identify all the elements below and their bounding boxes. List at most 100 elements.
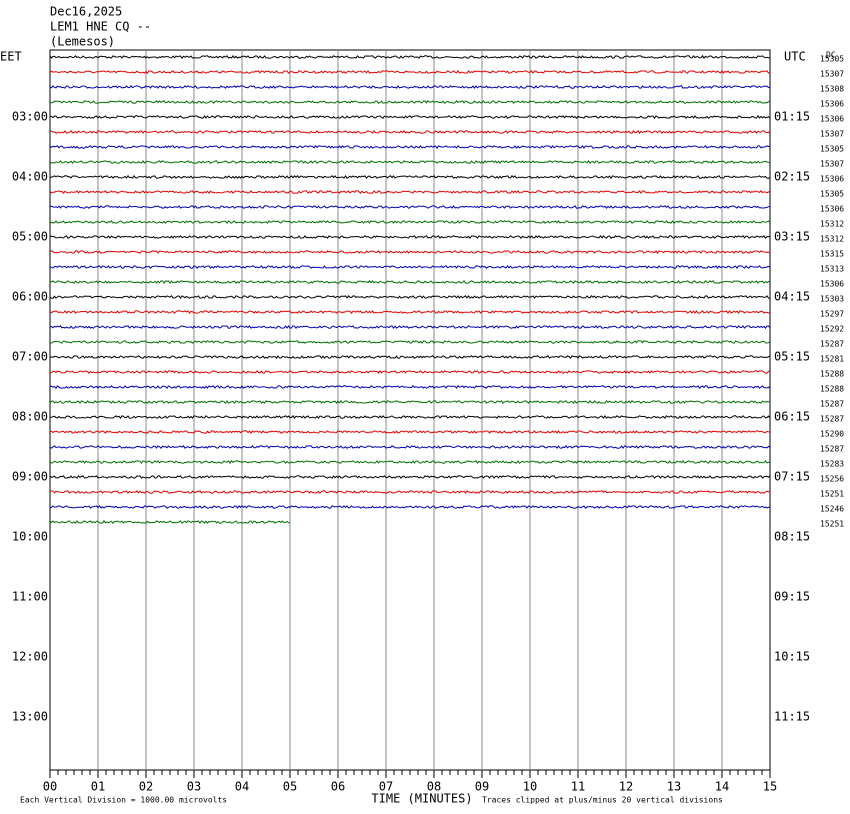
x-axis-title: TIME (MINUTES) [371, 792, 472, 806]
trace [49, 69, 771, 75]
trace [49, 250, 770, 255]
trace [49, 264, 771, 270]
x-tick-label: 11 [571, 780, 585, 794]
left-hour-label: 07:00 [12, 350, 48, 364]
x-tick-label: 06 [331, 780, 345, 794]
dc-value: 15307 [820, 160, 844, 169]
trace [49, 144, 771, 150]
right-hour-label: 05:15 [774, 350, 810, 364]
trace [49, 174, 771, 180]
trace [49, 159, 770, 165]
right-hour-label: 03:15 [774, 230, 810, 244]
trace [49, 519, 291, 524]
trace [49, 219, 771, 225]
trace [49, 504, 771, 509]
dc-title: DC [826, 51, 836, 60]
x-tick-label: 01 [91, 780, 105, 794]
trace [49, 205, 771, 209]
trace [49, 234, 771, 240]
dc-value: 15313 [820, 265, 844, 274]
dc-value: 15308 [820, 85, 844, 94]
dc-value: 15292 [820, 325, 844, 334]
right-axis-title: UTC [784, 50, 806, 64]
dc-value: 15281 [820, 355, 844, 364]
dc-value: 15305 [820, 55, 844, 64]
left-hour-label: 13:00 [12, 710, 48, 724]
trace [49, 309, 771, 314]
x-tick-label: 07 [379, 780, 393, 794]
trace [49, 414, 771, 420]
left-hour-label: 12:00 [12, 650, 48, 664]
scale-note: Each Vertical Division = 1000.00 microvo… [20, 796, 227, 805]
x-tick-label: 12 [619, 780, 633, 794]
left-hour-label: 11:00 [12, 590, 48, 604]
dc-value: 15287 [820, 445, 844, 454]
dc-value: 15290 [820, 430, 844, 439]
dc-value: 15251 [820, 490, 844, 499]
dc-value: 15251 [820, 520, 844, 529]
left-hour-label: 10:00 [12, 530, 48, 544]
dc-value: 15315 [820, 250, 844, 259]
dc-value: 15307 [820, 130, 844, 139]
left-hour-label: 04:00 [12, 170, 48, 184]
trace [49, 295, 771, 299]
x-tick-label: 04 [235, 780, 249, 794]
dc-value: 15306 [820, 205, 844, 214]
right-hour-label: 07:15 [774, 470, 810, 484]
dc-value: 15288 [820, 385, 844, 394]
right-hour-label: 06:15 [774, 410, 810, 424]
right-hour-label: 04:15 [774, 290, 810, 304]
right-hour-label: 09:15 [774, 590, 810, 604]
trace [49, 370, 771, 375]
x-tick-label: 05 [283, 780, 297, 794]
trace [49, 399, 770, 405]
left-hour-label: 03:00 [12, 110, 48, 124]
trace [49, 355, 771, 359]
right-hour-label: 02:15 [774, 170, 810, 184]
left-hour-label: 05:00 [12, 230, 48, 244]
trace [49, 100, 771, 104]
trace [49, 324, 771, 330]
x-tick-label: 08 [427, 780, 441, 794]
dc-value: 15287 [820, 340, 844, 349]
station: LEM1 HNE CQ -- [50, 20, 151, 34]
trace [49, 85, 771, 89]
dc-value: 15307 [820, 70, 844, 79]
x-tick-label: 10 [523, 780, 537, 794]
trace [49, 340, 771, 344]
dc-value: 15306 [820, 280, 844, 289]
x-tick-label: 09 [475, 780, 489, 794]
left-hour-label: 08:00 [12, 410, 48, 424]
left-hour-label: 09:00 [12, 470, 48, 484]
x-tick-label: 15 [763, 780, 777, 794]
dc-value: 15283 [820, 460, 844, 469]
trace [49, 114, 771, 119]
clip-note: Traces clipped at plus/minus 20 vertical… [482, 796, 723, 805]
trace [49, 189, 771, 195]
trace [49, 430, 771, 434]
trace [49, 385, 771, 390]
x-tick-label: 14 [715, 780, 729, 794]
plot-frame [49, 49, 771, 771]
trace [49, 279, 771, 285]
dc-value: 15312 [820, 220, 844, 229]
x-tick-label: 13 [667, 780, 681, 794]
dc-value: 15305 [820, 190, 844, 199]
trace [49, 475, 771, 479]
right-hour-label: 11:15 [774, 710, 810, 724]
trace [49, 129, 771, 135]
x-tick-label: 02 [139, 780, 153, 794]
dc-value: 15306 [820, 100, 844, 109]
dc-value: 15256 [820, 475, 844, 484]
dc-value: 15306 [820, 115, 844, 124]
right-hour-label: 01:15 [774, 110, 810, 124]
dc-value: 15287 [820, 415, 844, 424]
dc-value: 15303 [820, 295, 844, 304]
trace [49, 490, 771, 494]
right-hour-label: 08:15 [774, 530, 810, 544]
trace [49, 54, 771, 60]
dc-value: 15287 [820, 400, 844, 409]
trace [49, 459, 771, 465]
location: (Lemesos) [50, 35, 115, 49]
